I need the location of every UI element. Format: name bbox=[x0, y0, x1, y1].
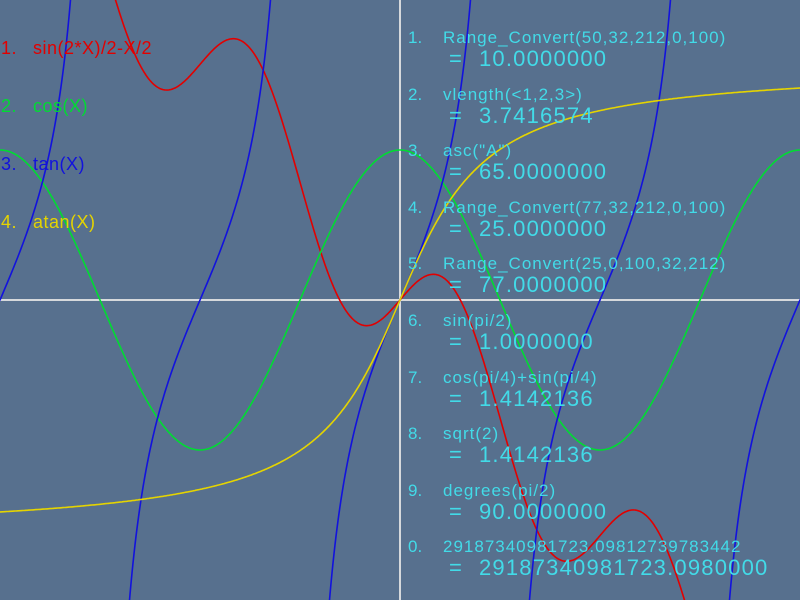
result-number: 8. bbox=[408, 424, 423, 444]
result-value: 1.4142136 bbox=[479, 385, 594, 411]
legend-item: 4. atan(X) bbox=[1, 212, 96, 232]
equals-sign: = bbox=[449, 46, 464, 71]
result-value-row: = 3.7416574 bbox=[408, 102, 594, 128]
result-value: 1.4142136 bbox=[479, 442, 594, 468]
result-expression-row: 7. cos(pi/4)+sin(pi/4) bbox=[408, 368, 598, 387]
legend-item-label: sin(2*X)/2-X/2 bbox=[33, 38, 153, 58]
result-number: 5. bbox=[408, 254, 423, 274]
result-expression-row: 9. degrees(pi/2) bbox=[408, 481, 607, 500]
equals-sign: = bbox=[449, 442, 464, 468]
legend-item-label: atan(X) bbox=[33, 212, 96, 232]
result-number: 2. bbox=[408, 84, 423, 104]
curve-atan bbox=[0, 87, 800, 513]
result-value: 29187340981723.0980000 bbox=[479, 555, 769, 581]
legend-item-number: 3. bbox=[1, 154, 18, 174]
result-item: 6. sin(pi/2) = 1.0000000 bbox=[408, 311, 594, 353]
result-expression-row: 0. 29187340981723.09812739783442 bbox=[408, 537, 768, 556]
legend-item-number: 2. bbox=[1, 96, 18, 116]
result-value: 1.0000000 bbox=[479, 329, 594, 354]
result-value-row: = 25.0000000 bbox=[408, 215, 726, 241]
equals-sign: = bbox=[449, 159, 464, 185]
result-item: 2. vlength(<1,2,3>) = 3.7416574 bbox=[408, 85, 594, 127]
result-expression-row: 5. Range_Convert(25,0,100,32,212) bbox=[408, 254, 726, 273]
result-expression: Range_Convert(77,32,212,0,100) bbox=[443, 197, 727, 217]
result-value: 25.0000000 bbox=[479, 215, 608, 241]
result-expression: Range_Convert(25,0,100,32,212) bbox=[443, 254, 727, 274]
result-value: 10.0000000 bbox=[479, 46, 608, 71]
result-number: 4. bbox=[408, 197, 423, 217]
result-value-row: = 1.4142136 bbox=[408, 444, 594, 466]
result-number: 1. bbox=[408, 28, 423, 47]
result-expression: vlength(<1,2,3>) bbox=[443, 84, 583, 104]
result-item: 5. Range_Convert(25,0,100,32,212) = 77.0000… bbox=[408, 254, 726, 296]
legend-item: 3. tan(X) bbox=[1, 154, 85, 174]
result-value-row: = 1.0000000 bbox=[408, 331, 594, 353]
equals-sign: = bbox=[449, 215, 464, 241]
result-number: 3. bbox=[408, 141, 423, 161]
equals-sign: = bbox=[449, 272, 464, 298]
result-value-row: = 10.0000000 bbox=[408, 48, 726, 70]
result-value: 90.0000000 bbox=[479, 498, 608, 524]
result-value-row: = 77.0000000 bbox=[408, 274, 726, 296]
result-expression: sqrt(2) bbox=[443, 424, 500, 444]
result-value: 65.0000000 bbox=[479, 159, 608, 185]
legend-item-label: tan(X) bbox=[33, 154, 86, 174]
result-value-row: = 1.4142136 bbox=[408, 385, 598, 411]
result-expression: cos(pi/4)+sin(pi/4) bbox=[443, 367, 598, 387]
result-expression-row: 6. sin(pi/2) bbox=[408, 311, 594, 330]
result-number: 6. bbox=[408, 311, 423, 330]
result-item: 0. 29187340981723.09812739783442 = 29187340… bbox=[408, 537, 768, 579]
result-expression: asc("A") bbox=[443, 141, 513, 161]
result-item: 4. Range_Convert(77,32,212,0,100) = 25.0000… bbox=[408, 198, 726, 240]
result-expression-row: 3. asc("A") bbox=[408, 141, 607, 160]
result-expression-row: 8. sqrt(2) bbox=[408, 424, 594, 443]
result-value: 77.0000000 bbox=[479, 272, 608, 298]
result-expression-row: 4. Range_Convert(77,32,212,0,100) bbox=[408, 198, 726, 217]
result-number: 7. bbox=[408, 367, 423, 387]
equals-sign: = bbox=[449, 329, 464, 354]
result-value-row: = 90.0000000 bbox=[408, 498, 608, 524]
result-expression: degrees(pi/2) bbox=[443, 480, 557, 500]
result-value-row: = 29187340981723.0980000 bbox=[408, 557, 768, 579]
legend-item-number: 1. bbox=[1, 38, 18, 58]
equals-sign: = bbox=[449, 385, 464, 411]
result-item: 9. degrees(pi/2) = 90.0000000 bbox=[408, 481, 607, 523]
legend-item-number: 4. bbox=[1, 212, 18, 232]
result-value: 3.7416574 bbox=[479, 102, 594, 128]
result-expression-row: 2. vlength(<1,2,3>) bbox=[408, 85, 594, 104]
result-expression-row: 1. Range_Convert(50,32,212,0,100) bbox=[408, 28, 726, 47]
result-number: 0. bbox=[408, 537, 423, 557]
curve-cos bbox=[0, 149, 800, 451]
equals-sign: = bbox=[449, 555, 464, 581]
result-expression: Range_Convert(50,32,212,0,100) bbox=[443, 28, 727, 47]
legend-item-label: cos(X) bbox=[33, 96, 89, 116]
equals-sign: = bbox=[449, 102, 464, 128]
result-expression: 29187340981723.09812739783442 bbox=[443, 537, 742, 557]
result-item: 8. sqrt(2) = 1.4142136 bbox=[408, 424, 594, 466]
result-item: 3. asc("A") = 65.0000000 bbox=[408, 141, 607, 183]
legend-item: 2. cos(X) bbox=[1, 96, 88, 116]
result-number: 9. bbox=[408, 480, 423, 500]
result-value-row: = 65.0000000 bbox=[408, 161, 607, 183]
equals-sign: = bbox=[449, 498, 464, 524]
legend-item: 1. sin(2*X)/2-X/2 bbox=[1, 38, 152, 58]
result-expression: sin(pi/2) bbox=[443, 311, 513, 330]
result-item: 1. Range_Convert(50,32,212,0,100) = 10.0000… bbox=[408, 28, 726, 70]
result-item: 7. cos(pi/4)+sin(pi/4) = 1.4142136 bbox=[408, 368, 598, 410]
